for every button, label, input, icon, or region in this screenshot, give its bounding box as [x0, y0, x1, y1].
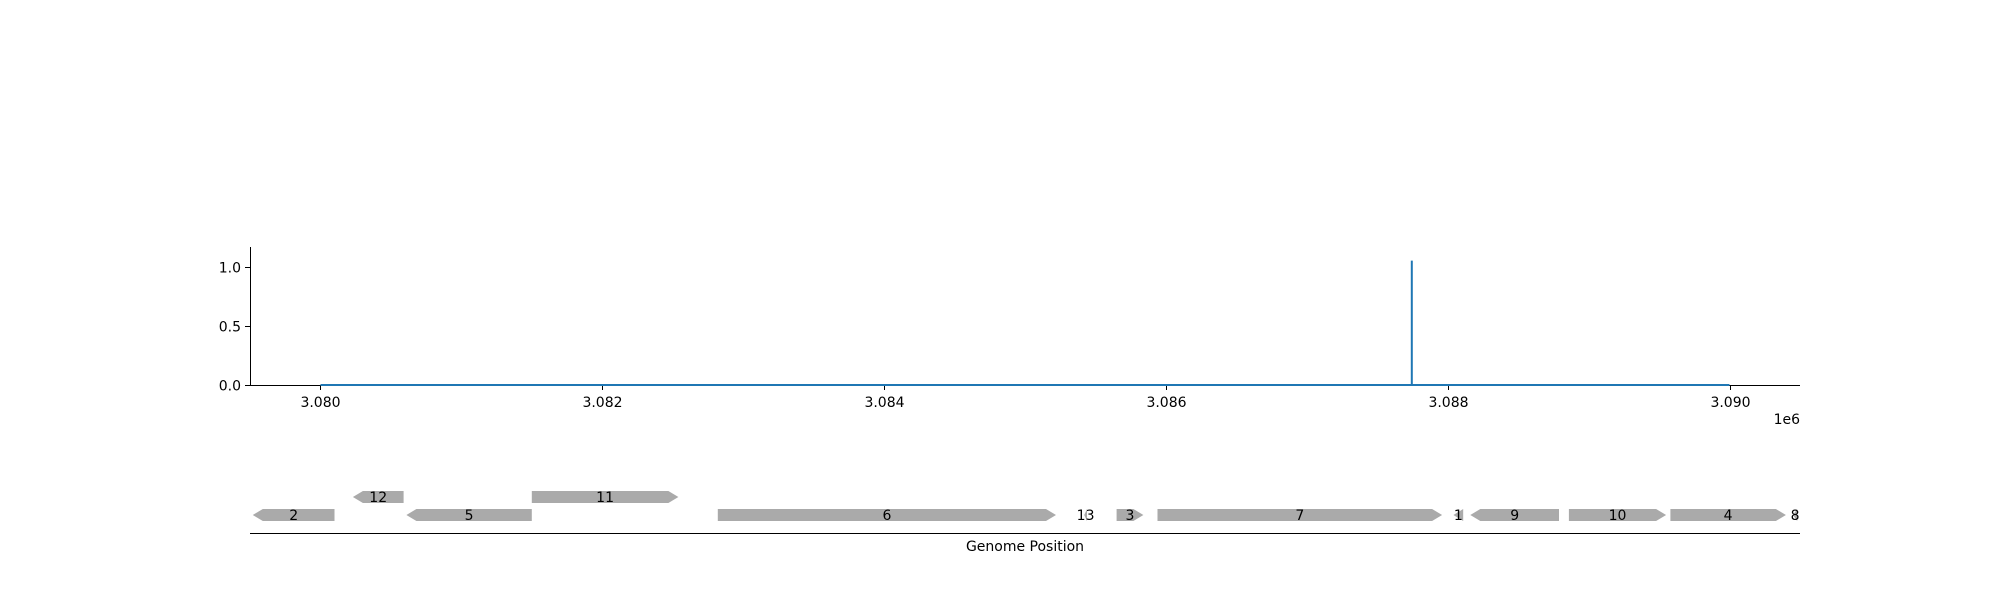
x-tick-label: 3.082 [582, 395, 622, 411]
gene-arrow [1453, 509, 1464, 521]
gene-label: 6 [882, 508, 891, 524]
y-tick-label: 0.5 [219, 320, 241, 336]
gene-arrow [1157, 509, 1443, 521]
gene-label: 4 [1724, 508, 1733, 524]
gene-arrow [1084, 509, 1087, 521]
gene-label: 2 [289, 508, 298, 524]
coverage-series-line [320, 260, 1730, 386]
gene-arrow [406, 509, 532, 521]
x-tick-label: 3.086 [1146, 395, 1186, 411]
gene-label: 10 [1609, 508, 1627, 524]
x-tick-label: 3.088 [1428, 395, 1468, 411]
y-tick-label: 0.0 [219, 379, 241, 395]
gene-label: 3 [1126, 508, 1135, 524]
gene-arrow [1793, 509, 1798, 521]
gene-label: 8 [1791, 508, 1800, 524]
gene-label: 9 [1510, 508, 1519, 524]
gene-arrows: 2 12 5 11 6 13 3 7 1 9 10 4 8 [252, 490, 1800, 524]
gene-arrow [252, 509, 335, 521]
gene-arrow [717, 509, 1056, 521]
gene-label: 13 [1077, 508, 1095, 524]
gene-arrow [531, 491, 679, 503]
x-tick-label: 3.084 [864, 395, 904, 411]
gene-label: 1 [1454, 508, 1463, 524]
y-tick-group: 0.0 0.5 1.0 [219, 261, 250, 395]
x-tick-group: 3.080 3.082 3.084 3.086 3.088 3.090 [300, 385, 1751, 411]
gene-arrow [1670, 509, 1786, 521]
gene-label: 7 [1295, 508, 1304, 524]
coverage-plot: 0.0 0.5 1.0 3.080 3.082 3.084 3.086 3.088 3.090… [219, 247, 1800, 428]
gene-label: 12 [369, 490, 387, 506]
gene-arrow [352, 491, 404, 503]
gene-arrow [1568, 509, 1667, 521]
gene-label: 5 [465, 508, 474, 524]
x-offset-label: 1e6 [1774, 412, 1801, 428]
gene-track: 2 12 5 11 6 13 3 7 1 9 10 4 8 Genome Position [250, 490, 1800, 555]
x-tick-label: 3.090 [1710, 395, 1750, 411]
x-tick-label: 3.080 [300, 395, 340, 411]
gene-arrow [1116, 509, 1144, 521]
gene-label: 11 [596, 490, 614, 506]
y-tick-label: 1.0 [219, 261, 241, 277]
gene-arrow [1470, 509, 1559, 521]
gene-track-xlabel: Genome Position [966, 539, 1084, 555]
